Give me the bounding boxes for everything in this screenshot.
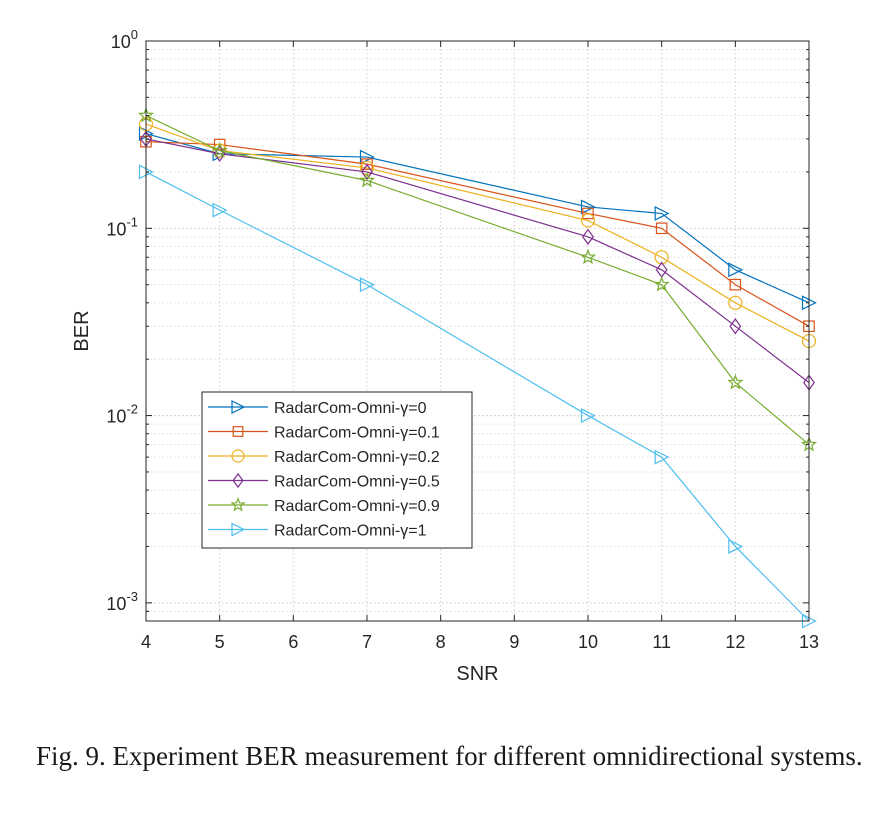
legend-entry: RadarCom-Omni-γ=0.9 xyxy=(208,497,440,515)
data-point xyxy=(231,449,245,463)
series-line xyxy=(145,133,810,304)
series-2 xyxy=(140,135,815,333)
legend-entry: RadarCom-Omni-γ=0.2 xyxy=(208,449,440,466)
data-point xyxy=(728,295,743,310)
x-tick-label: 5 xyxy=(215,632,225,652)
plot-series xyxy=(137,107,818,629)
legend-label: RadarCom-Omni-γ=0.2 xyxy=(274,449,440,466)
x-tick-label: 8 xyxy=(436,632,446,652)
x-tick-label: 7 xyxy=(362,632,372,652)
x-tick-label: 12 xyxy=(725,632,745,652)
data-point xyxy=(232,472,244,489)
data-point xyxy=(654,449,670,465)
axis-ticks: 4 5 6 7 8 9 10 11 12 13 100 10-1 10-2 10-3 xyxy=(106,27,819,652)
series-3 xyxy=(138,116,817,349)
data-point xyxy=(582,207,594,220)
y-tick-label: 100 xyxy=(111,27,138,52)
data-point xyxy=(729,278,742,291)
y-tick-label: 10-2 xyxy=(106,402,138,427)
legend-entry: RadarCom-Omni-γ=1 xyxy=(208,523,427,540)
grid xyxy=(146,41,809,621)
data-point xyxy=(582,228,594,246)
data-point xyxy=(729,318,742,335)
data-point xyxy=(653,276,670,292)
data-point xyxy=(231,400,246,414)
x-tick-label: 9 xyxy=(509,632,519,652)
y-tick-label: 10-1 xyxy=(106,214,138,239)
data-point xyxy=(728,262,744,278)
legend-label: RadarCom-Omni-γ=0 xyxy=(274,400,427,417)
data-point xyxy=(654,205,670,221)
data-point xyxy=(231,522,246,537)
x-axis-label: SNR xyxy=(456,663,498,685)
data-point xyxy=(213,138,226,151)
data-point xyxy=(232,426,244,437)
data-point xyxy=(580,408,596,424)
data-point xyxy=(230,497,246,512)
x-tick-label: 11 xyxy=(652,632,671,652)
series-line xyxy=(145,114,810,446)
legend-entry: RadarCom-Omni-γ=0 xyxy=(208,400,427,417)
legend-label: RadarCom-Omni-γ=0.1 xyxy=(274,425,440,442)
data-point xyxy=(579,248,597,265)
data-point xyxy=(580,213,596,228)
data-point xyxy=(580,199,596,215)
legend: RadarCom-Omni-γ=0 RadarCom-Omni-γ=0.1 Rada… xyxy=(201,391,473,549)
axes-box xyxy=(145,40,810,622)
x-tick-label: 6 xyxy=(288,632,298,652)
data-point xyxy=(655,222,668,235)
legend-label: RadarCom-Omni-γ=1 xyxy=(274,523,427,540)
series-line xyxy=(145,141,810,327)
series-line xyxy=(145,171,810,622)
data-point xyxy=(728,539,744,554)
series-4 xyxy=(140,130,815,391)
legend-entry: RadarCom-Omni-γ=0.1 xyxy=(208,425,440,442)
x-tick-label: 10 xyxy=(578,632,598,652)
series-5 xyxy=(137,107,818,452)
data-point xyxy=(359,277,375,293)
x-tick-label: 4 xyxy=(141,632,151,652)
legend-box xyxy=(201,391,473,549)
data-point xyxy=(361,163,373,181)
data-point xyxy=(727,374,744,390)
legend-label: RadarCom-Omni-γ=0.5 xyxy=(274,474,440,491)
legend-entry: RadarCom-Omni-γ=0.5 xyxy=(208,472,440,491)
series-line xyxy=(145,138,810,384)
y-axis-label: BER xyxy=(71,310,93,351)
figure-caption: Fig. 9. Experiment BER measurement for d… xyxy=(36,741,863,771)
data-point xyxy=(654,250,669,265)
legend-label: RadarCom-Omni-γ=0.9 xyxy=(274,498,440,515)
y-tick-label: 10-3 xyxy=(106,589,138,614)
data-point xyxy=(359,149,375,165)
x-tick-label: 13 xyxy=(799,632,819,652)
data-point xyxy=(211,142,228,158)
ber-chart: 4 5 6 7 8 9 10 11 12 13 100 10-1 10-2 10-3 SNR BER Ra… xyxy=(71,27,819,685)
data-point xyxy=(212,202,228,218)
data-point xyxy=(358,171,376,188)
